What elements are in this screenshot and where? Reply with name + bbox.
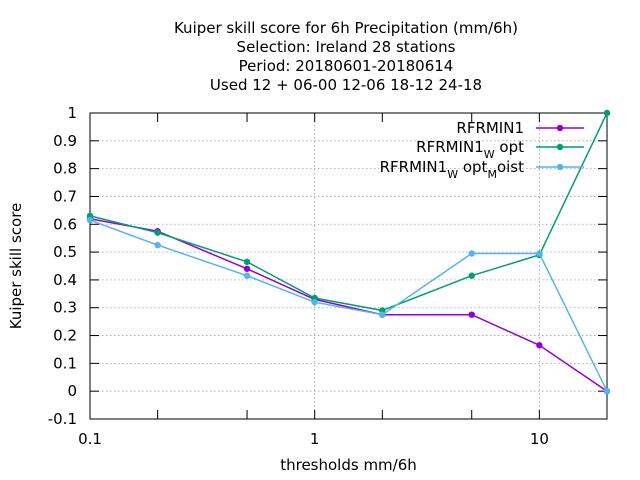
title-line-1: Kuiper skill score for 6h Precipitation …	[174, 19, 518, 37]
legend-label-1: RFRMIN1	[456, 119, 524, 137]
legend-label-part: opt	[495, 138, 524, 156]
y-tick-label: -0.1	[48, 410, 77, 428]
data-point	[243, 272, 251, 279]
y-tick-label: 0.5	[53, 243, 77, 261]
data-point	[154, 241, 161, 249]
x-axis-label: thresholds mm/6h	[280, 456, 417, 474]
data-point	[468, 272, 475, 279]
legend-label-part: opt	[458, 158, 487, 176]
data-point	[468, 311, 475, 318]
legend-marker-3	[556, 163, 564, 171]
data-point	[536, 342, 543, 349]
series-line-2	[89, 112, 608, 312]
legend-label-part: RFRMIN1	[416, 138, 484, 156]
y-tick-label: 0	[67, 382, 77, 400]
legend-label-part: RFRMIN1	[380, 158, 448, 176]
data-point	[603, 387, 611, 395]
legend-label-3: RFRMIN1W optMoist	[380, 158, 525, 181]
legend-label-part: W	[447, 168, 458, 181]
title-line-2: Selection: Ireland 28 stations	[237, 38, 456, 56]
y-tick-label: 0.2	[53, 327, 77, 345]
grid	[90, 113, 607, 419]
y-tick-label: 0.6	[53, 215, 77, 233]
title-line-3: Period: 20180601-20180614	[239, 57, 454, 75]
y-tick-label: 1	[67, 104, 77, 122]
y-tick-label: 0.8	[53, 160, 77, 178]
data-point	[536, 250, 543, 257]
data-point	[468, 250, 475, 257]
y-tick-label: 0.3	[53, 299, 77, 317]
x-tick-label: 10	[530, 430, 549, 448]
legend-marker-2	[556, 143, 564, 151]
x-tick-label: 0.1	[78, 430, 102, 448]
y-tick-label: 0.4	[53, 271, 77, 289]
y-axis-label: Kuiper skill score	[7, 203, 25, 330]
data-point	[311, 298, 318, 306]
x-tick-label: 1	[310, 430, 320, 448]
data-point	[154, 229, 161, 236]
legend-label-part: RFRMIN1	[456, 119, 524, 137]
data-point	[243, 258, 251, 266]
chart-title: Kuiper skill score for 6h Precipitation …	[174, 19, 518, 94]
data-point	[86, 216, 94, 224]
title-line-4: Used 12 + 06-00 12-06 18-12 24-18	[210, 76, 482, 94]
data-point	[243, 265, 251, 272]
legend-label-part: oist	[497, 158, 524, 176]
legend-marker-1	[556, 124, 564, 132]
data-point	[603, 109, 611, 117]
data-point	[379, 311, 386, 318]
series-line-3	[89, 219, 608, 392]
y-tick-label: 0.9	[53, 132, 77, 150]
legend-label-part: M	[487, 168, 497, 181]
y-tick-label: 0.1	[53, 354, 77, 372]
y-tick-label: 0.7	[53, 187, 77, 205]
plot-frame	[89, 112, 608, 420]
legend-label-part: W	[484, 148, 495, 161]
axis-ticks: -0.1 0 0.1 0.2 0.3 0.4 0.5 0.6 0.7 0.8 0.9 1 0.1 1 10	[48, 104, 608, 448]
series-lines	[86, 109, 611, 395]
legend-label-2: RFRMIN1W opt	[416, 138, 524, 161]
